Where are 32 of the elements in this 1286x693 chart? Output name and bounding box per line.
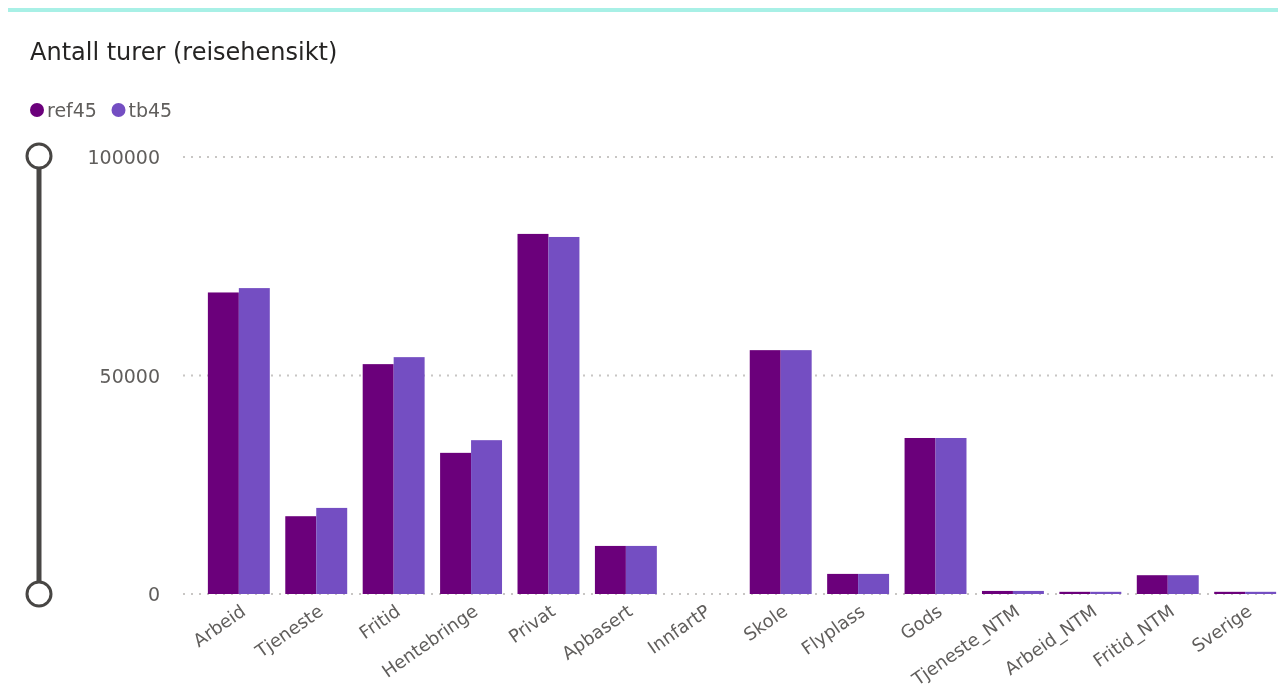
bar: [207, 292, 239, 594]
bar: [1090, 591, 1122, 594]
bar: [858, 573, 890, 594]
chart-title: Antall turer (reisehensikt): [30, 38, 338, 66]
bar: [1214, 591, 1246, 594]
bar: [749, 350, 781, 594]
bar: [904, 437, 936, 594]
bar: [362, 364, 394, 594]
y-tick-label: 0: [147, 583, 160, 605]
bar: [285, 516, 317, 594]
bar: [1167, 575, 1199, 594]
bar: [827, 573, 859, 594]
legend-label: ref45: [47, 99, 97, 121]
legend-label: tb45: [128, 99, 173, 121]
bar: [935, 437, 967, 594]
bar: [780, 350, 812, 594]
bar: [625, 545, 657, 594]
bar: [440, 452, 472, 594]
bar: [471, 440, 503, 594]
y-tick-label: 100000: [87, 146, 160, 168]
bar: [393, 357, 425, 594]
bar: [981, 590, 1013, 594]
bar: [1245, 591, 1277, 594]
bar: [1059, 591, 1091, 594]
bar: [1012, 590, 1044, 594]
bar: [548, 236, 580, 594]
y-tick-label: 50000: [99, 364, 160, 387]
bar: [1136, 575, 1168, 594]
bar: [517, 233, 549, 594]
bar: [316, 507, 348, 594]
bar: [238, 288, 270, 594]
bar: [594, 545, 626, 594]
